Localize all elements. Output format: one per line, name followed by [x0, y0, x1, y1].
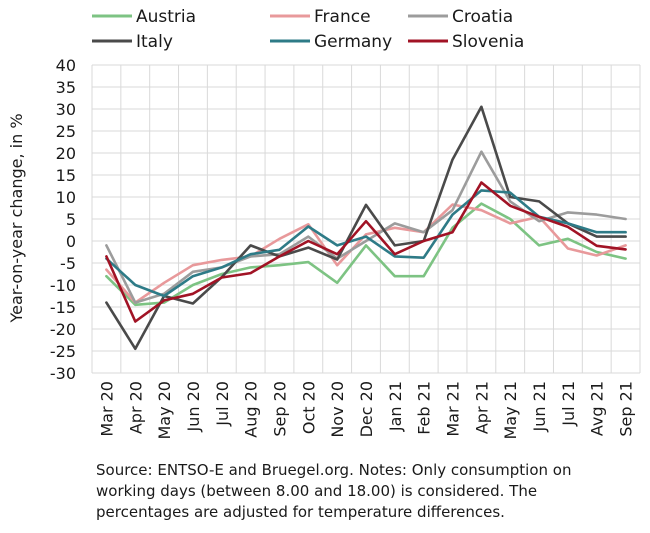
- y-tick-label: 15: [56, 166, 76, 185]
- x-tick-label: Jul 21: [559, 381, 578, 427]
- x-tick-label: Aug 20: [242, 381, 261, 438]
- source-note: Source: ENTSO-E and Bruegel.org. Notes: …: [96, 460, 636, 523]
- y-tick-label: 0: [66, 232, 76, 251]
- legend-label-austria: Austria: [136, 7, 196, 27]
- x-tick-label: Apr 21: [472, 381, 491, 434]
- x-tick-label: Jul 20: [213, 381, 232, 427]
- x-tick-label: Oct 20: [299, 381, 318, 434]
- y-tick-label: 30: [56, 100, 76, 119]
- x-tick-label: May 20: [155, 381, 174, 440]
- grid: [91, 64, 641, 374]
- legend-label-germany: Germany: [314, 32, 392, 52]
- x-tick-label: Sep 20: [270, 381, 289, 437]
- series-line-croatia: [105, 150, 627, 304]
- legend-label-slovenia: Slovenia: [452, 32, 524, 52]
- y-tick-label: -5: [60, 254, 76, 273]
- series-line-italy: [105, 105, 627, 351]
- legend-label-croatia: Croatia: [452, 7, 513, 27]
- y-tick-label: 5: [66, 210, 76, 229]
- y-tick-label: -10: [50, 276, 76, 295]
- y-axis-label: Year-on-year change, in %: [7, 113, 26, 323]
- series-lines: [105, 105, 627, 351]
- x-tick-label: Mar 20: [97, 381, 116, 437]
- x-tick-label: Jan 21: [386, 381, 405, 432]
- source-note-line-3: percentages are adjusted for temperature…: [96, 503, 505, 521]
- x-tick-label: Mar 21: [444, 381, 463, 437]
- y-tick-label: -20: [50, 320, 76, 339]
- y-tick-label: 20: [56, 144, 76, 163]
- x-tick-label: Apr 20: [126, 381, 145, 434]
- y-tick-label: 10: [56, 188, 76, 207]
- y-tick-label: -15: [50, 298, 76, 317]
- series-line-austria: [105, 202, 627, 307]
- x-tick-label: Jun 20: [184, 381, 203, 432]
- x-tick-label: Feb 21: [415, 381, 434, 435]
- x-tick-label: Jun 21: [530, 381, 549, 432]
- y-tick-label: -25: [50, 342, 76, 361]
- line-chart: Austria France Croatia Italy Germany Slovenia…: [7, 7, 641, 440]
- y-tick-label: 35: [56, 78, 76, 97]
- x-tick-label: Dec 20: [357, 381, 376, 437]
- source-note-line-1: Source: ENTSO-E and Bruegel.org. Notes: …: [96, 461, 572, 479]
- x-tick-labels: Mar 20 Apr 20 May 20 Jun 20 Jul 20 Aug 20 Sep …: [97, 381, 635, 440]
- y-tick-label: -30: [50, 364, 76, 383]
- y-tick-label: 40: [56, 56, 76, 75]
- x-tick-label: Avg 21: [588, 381, 607, 436]
- y-tick-labels: 40 35 30 25 20 15 10 5 0 -5 -10 -15 -20 -25 -30: [50, 56, 76, 383]
- source-note-line-2: working days (between 8.00 and 18.00) is…: [96, 482, 538, 500]
- x-tick-label: Sep 21: [617, 381, 636, 437]
- series-line-slovenia: [105, 181, 627, 323]
- x-tick-label: May 21: [501, 381, 520, 440]
- legend: Austria France Croatia Italy Germany Slovenia: [92, 7, 524, 52]
- legend-label-france: France: [314, 7, 371, 27]
- legend-label-italy: Italy: [136, 32, 173, 52]
- x-tick-label: Nov 20: [328, 381, 347, 438]
- y-tick-label: 25: [56, 122, 76, 141]
